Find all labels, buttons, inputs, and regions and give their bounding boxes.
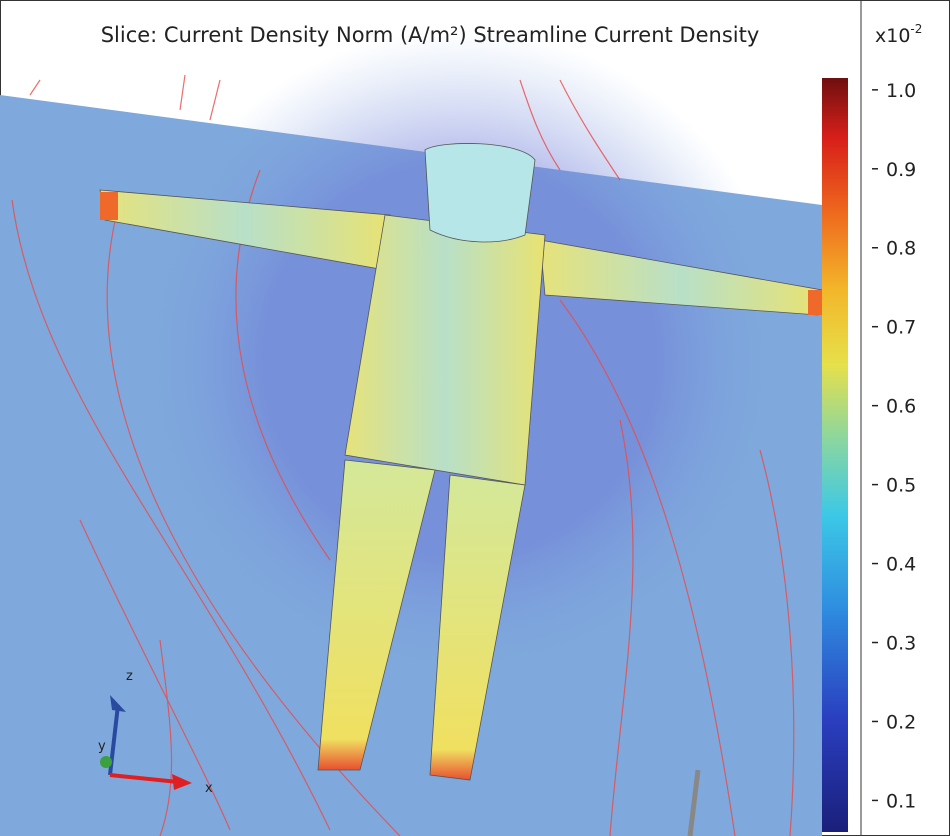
colorbar-tick-label: 0.3 [886,633,916,655]
colorbar-tick-label: 0.9 [886,159,916,181]
colorbar-tick-label: 0.1 [886,790,916,812]
colorbar-tick-label: 0.2 [886,711,916,733]
colorbar-tick-label: 1.0 [886,80,916,102]
colorbar-tick-label: 0.7 [886,317,916,339]
colorbar-tick-label: 0.6 [886,396,916,418]
exponent-base: x10 [875,25,910,47]
axis-x: x [205,781,213,796]
exponent-power: -2 [910,22,922,36]
axis-z: z [126,669,133,684]
colorbar [822,78,848,832]
colorbar-exponent: x10-2 [875,22,922,47]
axis-y: y [98,739,106,754]
colorbar-tick-label: 0.5 [886,475,916,497]
axes-triad: z y x [98,669,213,796]
simulation-view [0,30,823,836]
colorbar-tick-label: 0.8 [886,238,916,260]
colorbar-tick-label: 0.4 [886,554,916,576]
